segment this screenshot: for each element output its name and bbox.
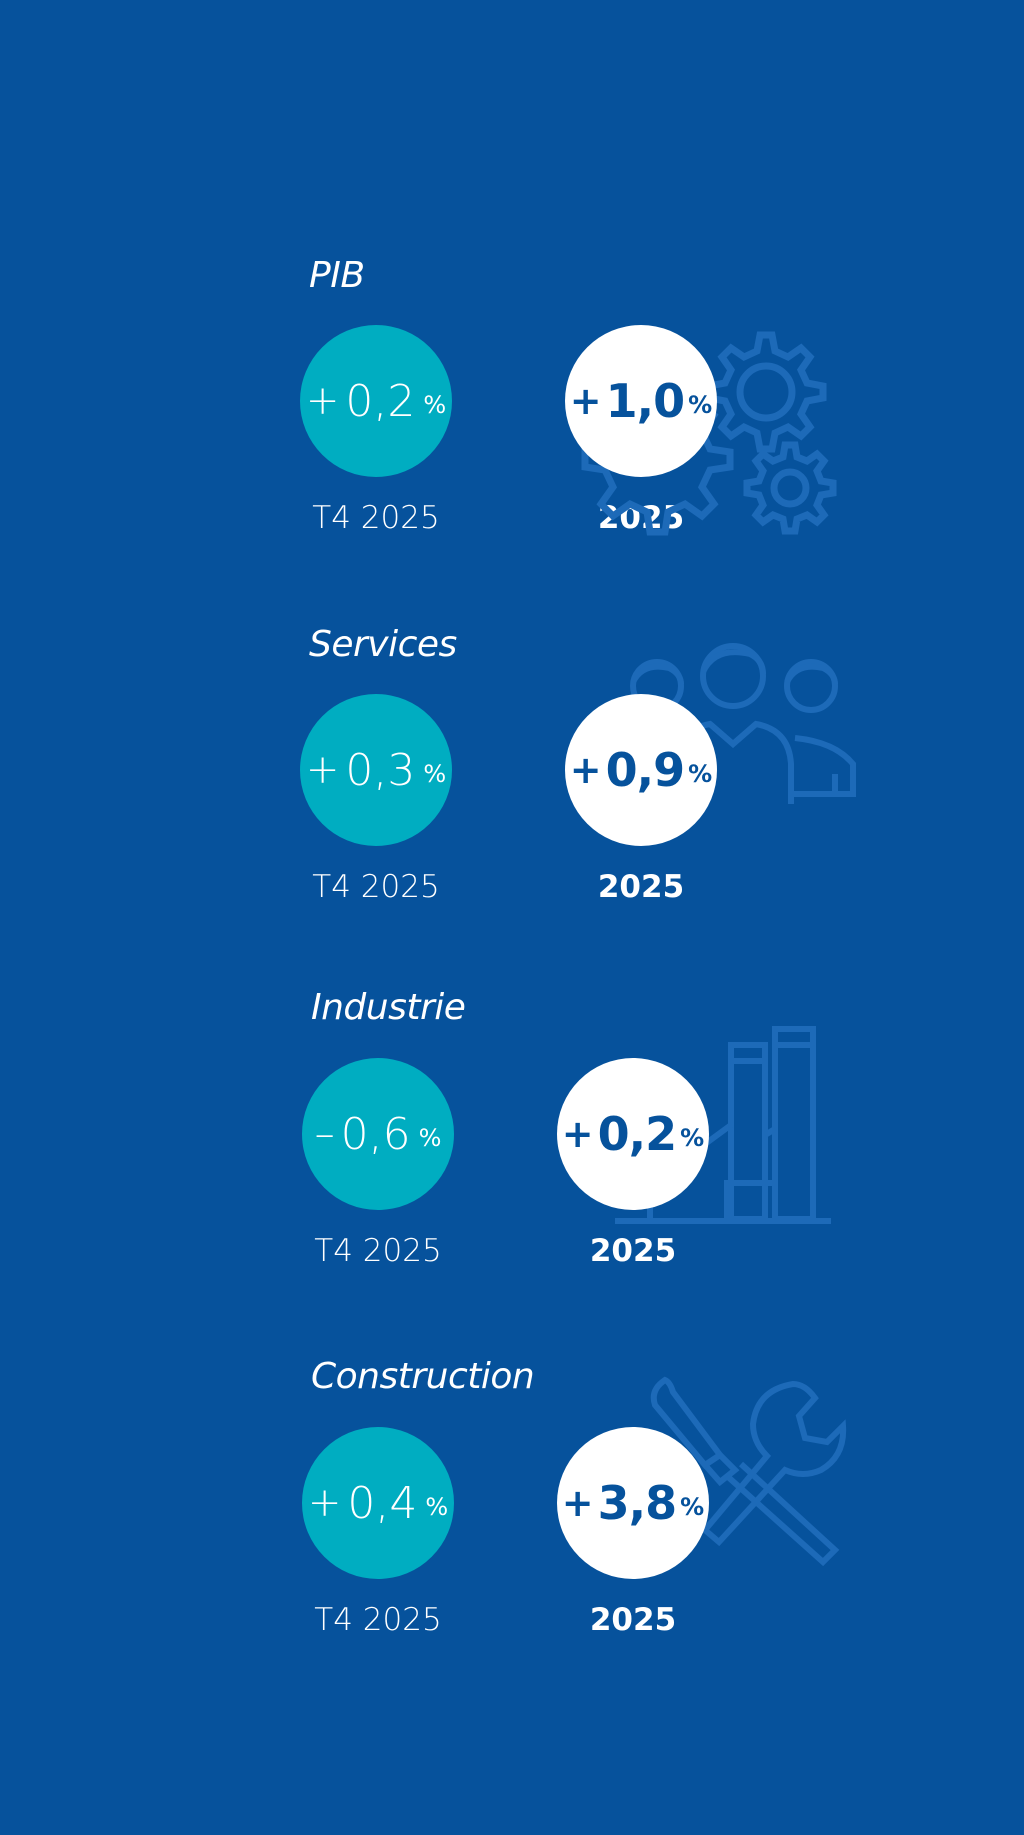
section-pib: PIB + 0,2 % + 1,0 % T4 2025 2025 [0,255,1024,555]
tools-icon [645,1370,847,1575]
growth-value: 0,6 [340,1108,411,1160]
year-growth-circle: + 3,8 % [557,1427,709,1579]
quarter-growth-circle: + 0,4 % [302,1427,454,1579]
growth-value: 0,2 [345,375,416,427]
quarter-label: T4 2025 [312,500,440,536]
percent-unit: % [680,1493,705,1521]
section-industrie: Industrie – 0,6 % + 0,2 % T4 2025 2025 [0,987,1024,1287]
growth-sign: + [569,748,602,792]
growth-sign: + [305,378,340,424]
section-construction: Construction + 0,4 % + 3,8 % T4 2025 202… [0,1356,1024,1656]
percent-unit: % [688,391,713,419]
quarter-growth-circle: – 0,6 % [302,1058,454,1210]
growth-value: 0,3 [345,744,416,796]
year-growth-circle: + 0,2 % [557,1058,709,1210]
year-growth-circle: + 0,9 % [565,694,717,846]
year-label: 2025 [589,1602,677,1638]
percent-unit: % [423,760,447,788]
year-growth-circle: + 1,0 % [565,325,717,477]
quarter-label: T4 2025 [314,1602,442,1638]
section-title: PIB [309,255,365,296]
growth-value: 0,4 [347,1477,418,1529]
percent-unit: % [423,391,447,419]
quarter-label: T4 2025 [312,869,440,905]
percent-unit: % [688,760,713,788]
percent-unit: % [680,1124,705,1152]
growth-value: 0,9 [605,743,685,797]
section-services: Services + 0,3 % + 0,9 % T4 2025 2025 [0,624,1024,924]
growth-value: 0,2 [597,1107,677,1161]
quarter-growth-circle: + 0,3 % [300,694,452,846]
growth-sign: – [314,1111,335,1157]
section-title: Industrie [311,987,466,1028]
year-label: 2025 [597,869,685,905]
growth-sign: + [307,1480,342,1526]
growth-sign: + [561,1112,594,1156]
growth-value: 1,0 [605,374,685,428]
quarter-growth-circle: + 0,2 % [300,325,452,477]
growth-value: 3,8 [597,1476,677,1530]
section-title: Construction [311,1356,535,1397]
growth-sign: + [561,1481,594,1525]
year-label: 2025 [589,1233,677,1269]
section-title: Services [309,624,457,665]
growth-sign: + [569,379,602,423]
quarter-label: T4 2025 [314,1233,442,1269]
percent-unit: % [425,1493,449,1521]
percent-unit: % [418,1124,442,1152]
growth-sign: + [305,747,340,793]
